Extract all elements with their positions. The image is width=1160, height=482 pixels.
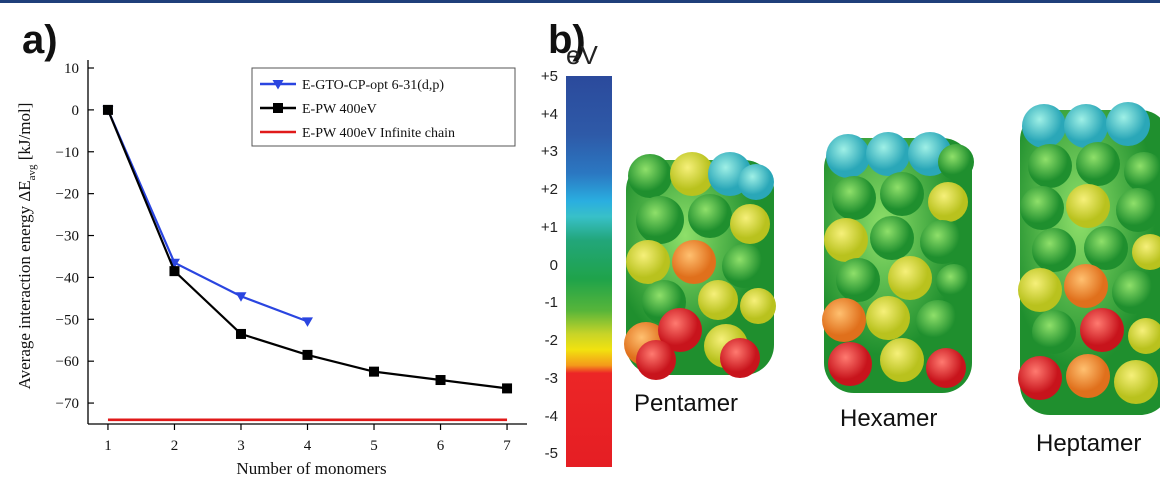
colorbar-tick-label: -2 (544, 332, 558, 350)
x-axis-label: Number of monomers (236, 459, 386, 478)
heptamer-surface (1018, 102, 1160, 415)
x-tick-label: 1 (104, 438, 112, 454)
x-tick-label: 7 (503, 438, 511, 454)
legend-entry-label: E-PW 400eV Infinite chain (302, 126, 455, 141)
data-point-square (235, 328, 246, 339)
y-tick-label: −20 (56, 187, 79, 203)
potential-colorbar (566, 76, 612, 467)
colorbar-tick-label: -4 (544, 407, 558, 425)
colorbar-tick-label: +5 (540, 68, 558, 85)
colorbar-unit: eV (566, 40, 598, 70)
hexamer-label: Hexamer (840, 405, 938, 432)
colorbar-tick-label: +3 (540, 143, 558, 161)
x-tick-label: 4 (304, 438, 312, 454)
colorbar-tick-label: -3 (544, 369, 558, 387)
data-point-square (502, 383, 513, 394)
colorbar-tick-label: 0 (549, 256, 558, 274)
data-point-triangle (235, 292, 247, 302)
data-point-square (102, 104, 113, 115)
colorbar-tick-label: -1 (544, 294, 558, 312)
y-tick-label: −70 (56, 396, 79, 412)
heptamer-label: Heptamer (1036, 430, 1142, 457)
legend-marker-square (273, 103, 283, 113)
data-point-triangle (168, 258, 180, 269)
y-tick-label: −30 (56, 229, 79, 245)
y-tick-label: 0 (72, 103, 80, 119)
x-tick-label: 3 (237, 438, 245, 454)
x-tick-label: 2 (171, 438, 179, 454)
data-point-square (169, 266, 180, 277)
legend-entry-label: E-GTO-CP-opt 6-31(d,p) (302, 78, 444, 93)
y-tick-label: −60 (56, 354, 79, 370)
interaction-energy-chart: 10 0 −10 −20 −30 −40 −50 −60 −70 1 2 3 4 5 6 7 Number of… (15, 60, 527, 478)
series-line-0 (106, 109, 308, 323)
pentamer-label: Pentamer (634, 390, 739, 417)
colorbar-tick-label: +2 (540, 181, 558, 199)
panel-label-a: a) (22, 18, 58, 62)
y-tick-label: −40 (56, 270, 79, 286)
x-tick-label: 5 (370, 438, 378, 454)
y-tick-label: −50 (56, 312, 79, 328)
x-tick-label: 6 (437, 438, 445, 454)
colorbar-tick-label: -5 (544, 445, 558, 463)
legend-entry-label: E-PW 400eV (302, 102, 377, 117)
data-point-square (302, 349, 313, 360)
y-tick-label: 10 (64, 61, 79, 77)
data-point-triangle (302, 317, 313, 327)
hexamer-surface (822, 132, 974, 393)
data-point-square (369, 366, 380, 377)
pentamer-surface (624, 152, 776, 380)
colorbar-tick-label: +1 (540, 218, 558, 236)
legend-marker-triangle (272, 80, 284, 90)
y-tick-label: −10 (56, 145, 79, 161)
data-point-square (435, 375, 446, 386)
panel-label-b: b) (548, 18, 586, 62)
y-axis-label: Average interaction energy ΔEavg [kJ/mol… (15, 103, 38, 390)
colorbar-tick-label: +4 (540, 105, 558, 123)
top-border-line (0, 0, 1160, 3)
